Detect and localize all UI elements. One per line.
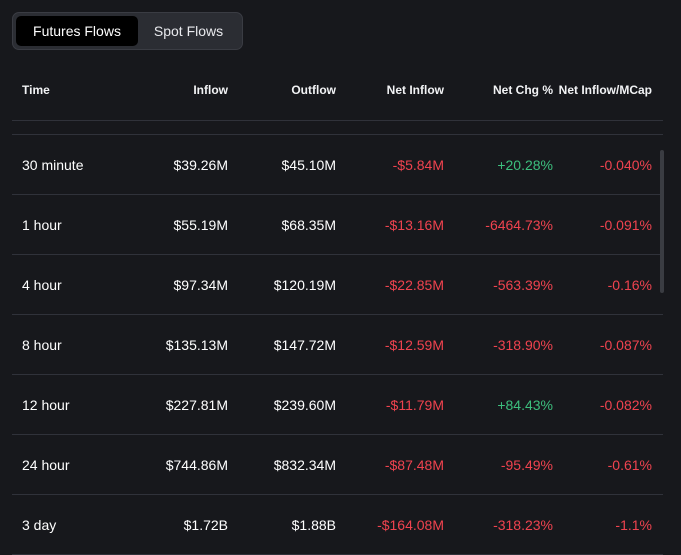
cell-net-chg: -6464.73% — [485, 216, 553, 233]
cell-net-inflow: -$5.84M — [392, 156, 444, 173]
column-header-net-inflow[interactable]: Net Inflow — [386, 83, 444, 97]
table-row: 30 minute $39.26M $45.10M -$5.84M +20.28… — [12, 135, 663, 195]
cell-inflow: $97.34M — [173, 276, 228, 293]
cell-net-chg: -95.49% — [500, 456, 553, 473]
cell-inflow: $135.13M — [165, 336, 228, 353]
cell-time: 30 minute — [22, 156, 84, 173]
cell-outflow: $68.35M — [281, 216, 336, 233]
cell-outflow: $239.60M — [273, 396, 336, 413]
table-scrollbar[interactable] — [660, 150, 664, 293]
cell-time: 4 hour — [22, 276, 62, 293]
cell-net-chg: -563.39% — [493, 276, 553, 293]
table-row: 1 hour $55.19M $68.35M -$13.16M -6464.73… — [12, 195, 663, 255]
tab-futures-flows[interactable]: Futures Flows — [16, 16, 138, 46]
cell-outflow: $45.10M — [281, 156, 336, 173]
column-header-time[interactable]: Time — [22, 83, 50, 97]
flows-table: Time Inflow Outflow Net Inflow Net Chg %… — [12, 60, 663, 555]
cell-inflow: $55.19M — [173, 216, 228, 233]
cell-inflow: $744.86M — [165, 456, 228, 473]
cell-inflow: $39.26M — [173, 156, 228, 173]
cell-time: 8 hour — [22, 336, 62, 353]
cell-inflow: $227.81M — [165, 396, 228, 413]
cell-net-inflow-mcap: -0.61% — [607, 456, 652, 473]
cell-outflow: $1.88B — [291, 516, 336, 533]
cell-net-chg: -318.90% — [493, 336, 553, 353]
flow-type-tabs: Futures Flows Spot Flows — [12, 12, 243, 50]
cell-net-inflow: -$22.85M — [384, 276, 444, 293]
cell-outflow: $147.72M — [273, 336, 336, 353]
cell-outflow: $120.19M — [273, 276, 336, 293]
cell-net-inflow: -$13.16M — [384, 216, 444, 233]
table-row: 3 day $1.72B $1.88B -$164.08M -318.23% -… — [12, 495, 663, 555]
cell-time: 1 hour — [22, 216, 62, 233]
tab-spot-flows[interactable]: Spot Flows — [153, 23, 224, 39]
cell-time: 12 hour — [22, 396, 70, 413]
table-row: 8 hour $135.13M $147.72M -$12.59M -318.9… — [12, 315, 663, 375]
cell-net-inflow-mcap: -1.1% — [615, 516, 652, 533]
table-row: 4 hour $97.34M $120.19M -$22.85M -563.39… — [12, 255, 663, 315]
cell-net-inflow-mcap: -0.16% — [607, 276, 652, 293]
table-header-spacer — [12, 121, 663, 135]
cell-net-inflow-mcap: -0.087% — [599, 336, 652, 353]
column-header-outflow[interactable]: Outflow — [291, 83, 336, 97]
cell-time: 24 hour — [22, 456, 70, 473]
column-header-inflow[interactable]: Inflow — [193, 83, 228, 97]
table-header: Time Inflow Outflow Net Inflow Net Chg %… — [12, 60, 663, 121]
cell-net-inflow-mcap: -0.091% — [599, 216, 652, 233]
table-row: 12 hour $227.81M $239.60M -$11.79M +84.4… — [12, 375, 663, 435]
cell-net-inflow-mcap: -0.082% — [599, 396, 652, 413]
cell-net-chg: -318.23% — [493, 516, 553, 533]
cell-net-inflow: -$164.08M — [377, 516, 444, 533]
cell-outflow: $832.34M — [273, 456, 336, 473]
cell-net-chg: +20.28% — [497, 156, 553, 173]
cell-net-chg: +84.43% — [497, 396, 553, 413]
column-header-net-chg[interactable]: Net Chg % — [493, 83, 553, 97]
cell-time: 3 day — [22, 516, 57, 533]
cell-net-inflow: -$11.79M — [385, 396, 444, 413]
cell-net-inflow: -$12.59M — [384, 336, 444, 353]
table-row: 24 hour $744.86M $832.34M -$87.48M -95.4… — [12, 435, 663, 495]
cell-inflow: $1.72B — [183, 516, 228, 533]
cell-net-inflow: -$87.48M — [384, 456, 444, 473]
column-header-net-inflow-mcap[interactable]: Net Inflow/MCap — [558, 83, 652, 97]
cell-net-inflow-mcap: -0.040% — [599, 156, 652, 173]
